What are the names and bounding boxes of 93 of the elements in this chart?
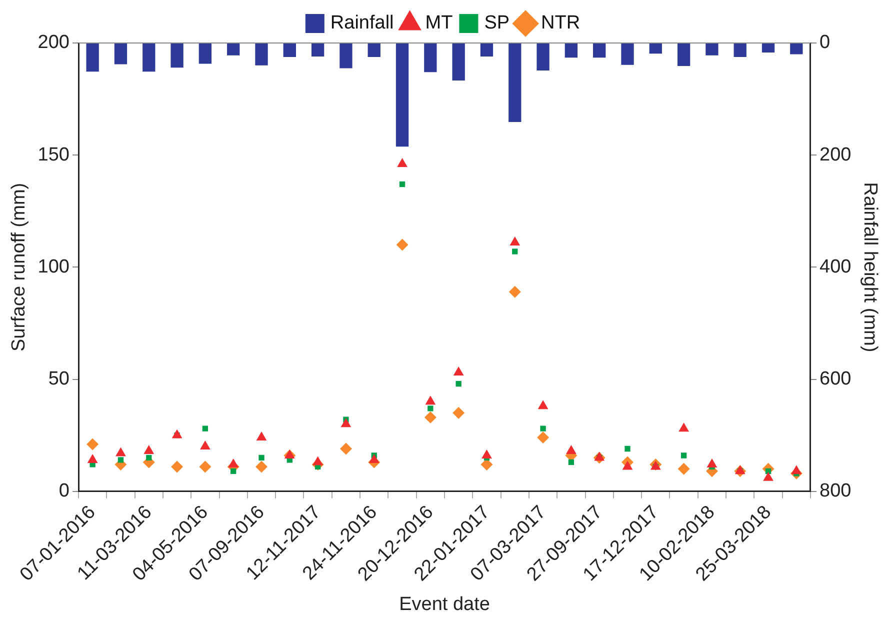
- point: [228, 458, 239, 468]
- point: [199, 460, 212, 473]
- point: [428, 406, 434, 412]
- point: [396, 238, 408, 251]
- bar: [734, 44, 746, 58]
- bar: [424, 44, 437, 72]
- bar: [649, 44, 662, 54]
- point: [397, 158, 408, 168]
- point: [87, 454, 98, 463]
- point: [399, 181, 406, 188]
- point: [482, 449, 492, 458]
- point: [568, 459, 574, 466]
- point: [706, 458, 718, 468]
- legend-label: NTR: [541, 12, 580, 34]
- y2-tick-label: 200: [820, 144, 852, 166]
- point: [791, 465, 802, 474]
- bar: [255, 44, 268, 66]
- y2-tick-label: 800: [820, 480, 852, 502]
- point: [734, 465, 746, 474]
- point: [86, 438, 99, 450]
- point: [340, 418, 352, 428]
- point: [680, 452, 687, 458]
- bar: [621, 44, 634, 65]
- bar: [114, 44, 128, 64]
- bar: [564, 44, 578, 58]
- point: [424, 411, 436, 424]
- point: [118, 457, 124, 463]
- point: [116, 447, 126, 456]
- point: [425, 396, 436, 405]
- point: [202, 426, 208, 432]
- bar: [480, 44, 494, 56]
- bar: [536, 44, 550, 70]
- bar: [198, 44, 212, 64]
- point: [678, 462, 690, 475]
- point: [453, 366, 464, 376]
- point: [508, 286, 521, 298]
- point: [540, 426, 546, 432]
- point: [566, 445, 576, 454]
- y-axis-title: Surface runoff (mm): [8, 182, 30, 352]
- point: [340, 442, 352, 455]
- bar: [593, 44, 606, 58]
- bar: [677, 44, 690, 66]
- legend-label: Rainfall: [330, 12, 394, 34]
- point: [624, 446, 630, 452]
- bar: [170, 44, 184, 68]
- bar: [452, 44, 465, 81]
- point: [172, 429, 182, 438]
- y-tick-label: 50: [48, 368, 70, 390]
- bar: [340, 44, 352, 68]
- point: [512, 248, 518, 254]
- point: [537, 432, 550, 444]
- y-tick-label: 200: [38, 32, 70, 54]
- bar: [762, 44, 775, 53]
- point: [312, 456, 324, 466]
- bar: [790, 44, 803, 54]
- point: [650, 460, 661, 470]
- y-tick-label: 100: [38, 256, 70, 278]
- point: [146, 454, 152, 461]
- y2-tick-label: 0: [820, 32, 830, 54]
- bar: [86, 44, 99, 72]
- point: [230, 468, 236, 474]
- point: [510, 236, 520, 246]
- bar: [508, 44, 522, 122]
- point: [456, 380, 462, 387]
- x-axis-title: Event date: [399, 594, 490, 615]
- point: [200, 440, 210, 450]
- bar: [142, 44, 156, 72]
- point: [594, 452, 605, 461]
- bar: [311, 44, 324, 56]
- bar: [227, 44, 240, 56]
- legend-label: SP: [484, 12, 510, 34]
- y2-tick-label: 400: [820, 256, 852, 278]
- point: [763, 472, 774, 481]
- point: [256, 432, 267, 441]
- point: [452, 406, 465, 419]
- point: [368, 454, 380, 463]
- point: [622, 460, 633, 470]
- point: [258, 454, 264, 461]
- point: [678, 422, 690, 432]
- point: [256, 460, 268, 473]
- y2-tick-label: 600: [820, 368, 852, 390]
- point: [538, 400, 548, 410]
- y-tick-label: 150: [38, 144, 70, 166]
- point: [171, 460, 184, 473]
- y-tick-label: 0: [58, 480, 70, 502]
- bar: [396, 44, 409, 147]
- point: [284, 449, 295, 458]
- y2-axis-title: Rainfall height (mm): [859, 182, 880, 352]
- legend-label: MT: [425, 12, 454, 34]
- bar: [706, 44, 718, 56]
- bar: [368, 44, 380, 58]
- bar: [283, 44, 296, 58]
- point: [144, 445, 154, 454]
